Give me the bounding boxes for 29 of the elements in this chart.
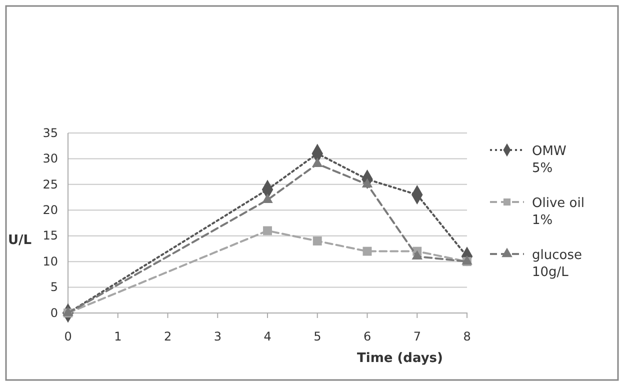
y-tick-label: 25 bbox=[42, 177, 58, 192]
point bbox=[312, 158, 323, 167]
x-tick-label: 3 bbox=[214, 330, 222, 344]
point bbox=[362, 178, 373, 188]
point bbox=[262, 194, 273, 203]
y-tick-label: 5 bbox=[50, 280, 58, 294]
x-tick-label: 6 bbox=[363, 330, 372, 344]
legend-label: Olive oil 1% bbox=[532, 196, 584, 228]
legend-label: glucose 10g/L bbox=[532, 248, 582, 280]
y-tick-label: 0 bbox=[50, 306, 58, 320]
y-axis-title: U/L bbox=[8, 233, 32, 248]
x-tick-label: 5 bbox=[314, 330, 322, 344]
point bbox=[362, 246, 372, 256]
x-tick-label: 4 bbox=[264, 330, 272, 344]
y-tick-label: 20 bbox=[42, 202, 58, 217]
point bbox=[263, 226, 272, 236]
x-axis-title: Time (days) bbox=[357, 351, 443, 366]
x-tick-label: 8 bbox=[463, 330, 471, 344]
y-tick-label: 10 bbox=[42, 254, 58, 268]
point bbox=[412, 250, 422, 260]
y-tick-label: 30 bbox=[42, 152, 58, 166]
x-tick-label: 7 bbox=[413, 330, 421, 344]
y-tick-label: 35 bbox=[42, 126, 58, 140]
point bbox=[312, 236, 322, 246]
x-tick-label: 0 bbox=[64, 330, 72, 344]
legend-label: OMW 5% bbox=[532, 144, 566, 176]
x-tick-label: 2 bbox=[164, 330, 172, 344]
y-tick-label: 15 bbox=[42, 228, 58, 243]
x-tick-label: 1 bbox=[114, 330, 122, 344]
